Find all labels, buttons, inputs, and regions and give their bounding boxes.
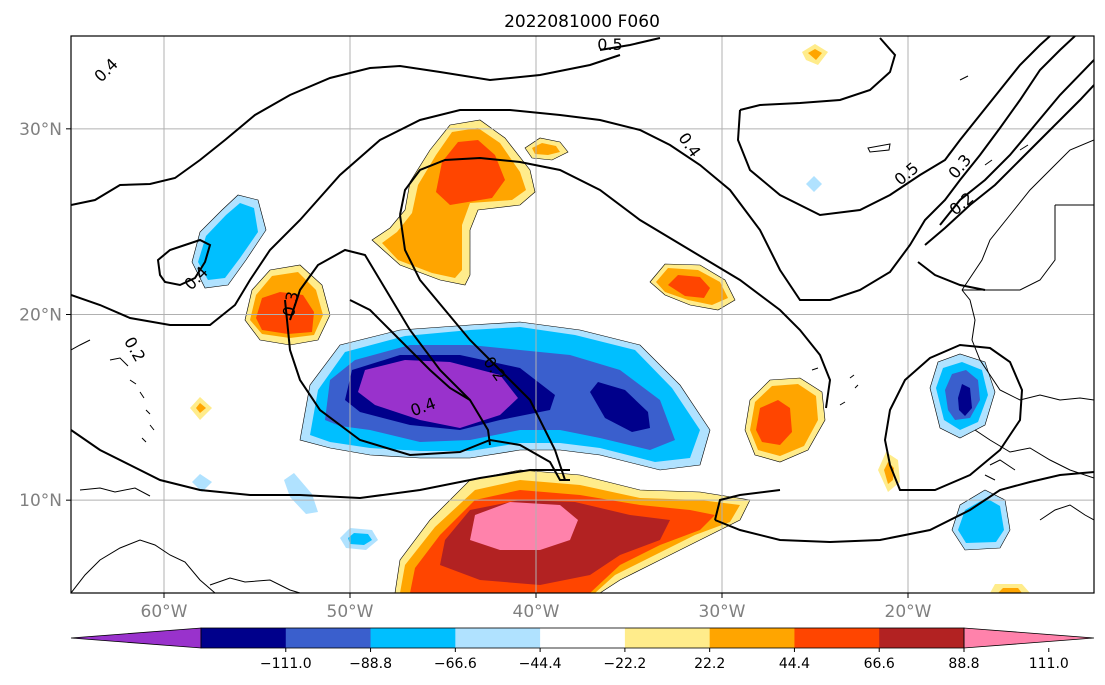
fill-outlines: [191, 119, 1011, 593]
colorbar-swatch: [201, 628, 287, 648]
negative-anomaly-small-1-cyan: [348, 533, 372, 545]
colorbar-swatch: [624, 628, 711, 648]
positive-anomaly-small-2-orange: [808, 49, 822, 60]
positive-anomaly-small-5-orange: [998, 588, 1022, 593]
contour-label-2: 0.4: [90, 54, 121, 85]
axis-ticks: 60°W 50°W 40°W 30°W 20°W 10°N 20°N 30°N: [19, 120, 932, 622]
positive-anomaly-west-red: [256, 292, 314, 334]
contour-label-6: 0.2: [120, 333, 149, 365]
colorbar-label: 44.4: [779, 656, 810, 672]
map-title: 2022081000 F060: [504, 12, 660, 32]
colorbar: −111.0 −88.8 −66.6 −44.4 −22.2 22.2 44.4 66.6 88…: [70, 627, 1095, 672]
positive-anomaly-south-pink: [470, 502, 578, 550]
colorbar-swatch: [370, 628, 456, 648]
colorbar-label: 111.0: [1029, 656, 1069, 672]
lon-tick-label: 40°W: [513, 602, 560, 622]
colorbar-swatch: [709, 628, 795, 648]
colorbar-label: 22.2: [694, 656, 725, 672]
colorbar-label: −111.0: [260, 656, 312, 672]
colorbar-extend-high: [963, 627, 1095, 649]
colorbar-swatch: [540, 628, 626, 648]
lat-tick-label: 10°N: [19, 491, 62, 511]
contour-label-9: 0.5: [891, 158, 923, 189]
lon-tick-label: 60°W: [141, 602, 188, 622]
lon-tick-label: 50°W: [327, 602, 374, 622]
positive-anomaly-small-3-orange: [196, 403, 206, 413]
lat-tick-label: 30°N: [19, 120, 62, 140]
colorbar-swatch: [455, 628, 541, 648]
coastlines: [71, 75, 1094, 593]
grid-lines: [71, 36, 1094, 593]
colorbar-frame: [200, 627, 965, 649]
positive-anomaly-northeast-red: [668, 275, 710, 298]
positive-anomaly-small-1-orange: [532, 143, 560, 155]
colorbar-swatch: [879, 628, 965, 648]
colorbar-swatch: [794, 628, 880, 648]
contour-label-1: 0.5: [597, 35, 622, 54]
map-area: 0.5 0.4 0.4 0.4 0.3 0.2 0.2 0.4 0.5 0.3 …: [71, 35, 1094, 593]
positive-anomaly-north-red: [436, 140, 505, 205]
contour-label-3: 0.4: [674, 129, 704, 161]
lat-tick-label: 20°N: [19, 306, 62, 326]
colorbar-label: −88.8: [349, 656, 392, 672]
colorbar-label: 66.6: [864, 656, 895, 672]
negative-anomaly-small-2: [284, 473, 318, 514]
negative-anomaly-east-navy: [958, 384, 972, 416]
negative-anomaly-navy-east: [590, 382, 650, 432]
lon-tick-label: 30°W: [699, 602, 746, 622]
positive-anomaly-mid-red: [756, 400, 792, 445]
colorbar-label: −44.4: [519, 656, 562, 672]
colorbar-label: 88.8: [948, 656, 979, 672]
colorbar-extend-low: [70, 627, 202, 649]
negative-anomaly-small-3: [192, 474, 212, 492]
negative-anomaly-small-4: [806, 176, 822, 192]
negative-anomaly-purple: [358, 360, 518, 428]
contour-label-5: 0.3: [279, 290, 302, 318]
lon-tick-label: 20°W: [885, 602, 932, 622]
negative-anomaly-northwest-cyan: [198, 203, 258, 280]
colorbar-label: −66.6: [434, 656, 477, 672]
anomaly-fills: [190, 44, 1030, 593]
colorbar-swatch: [285, 628, 372, 648]
contour-lines: [71, 36, 1094, 544]
colorbar-label: −22.2: [603, 656, 646, 672]
